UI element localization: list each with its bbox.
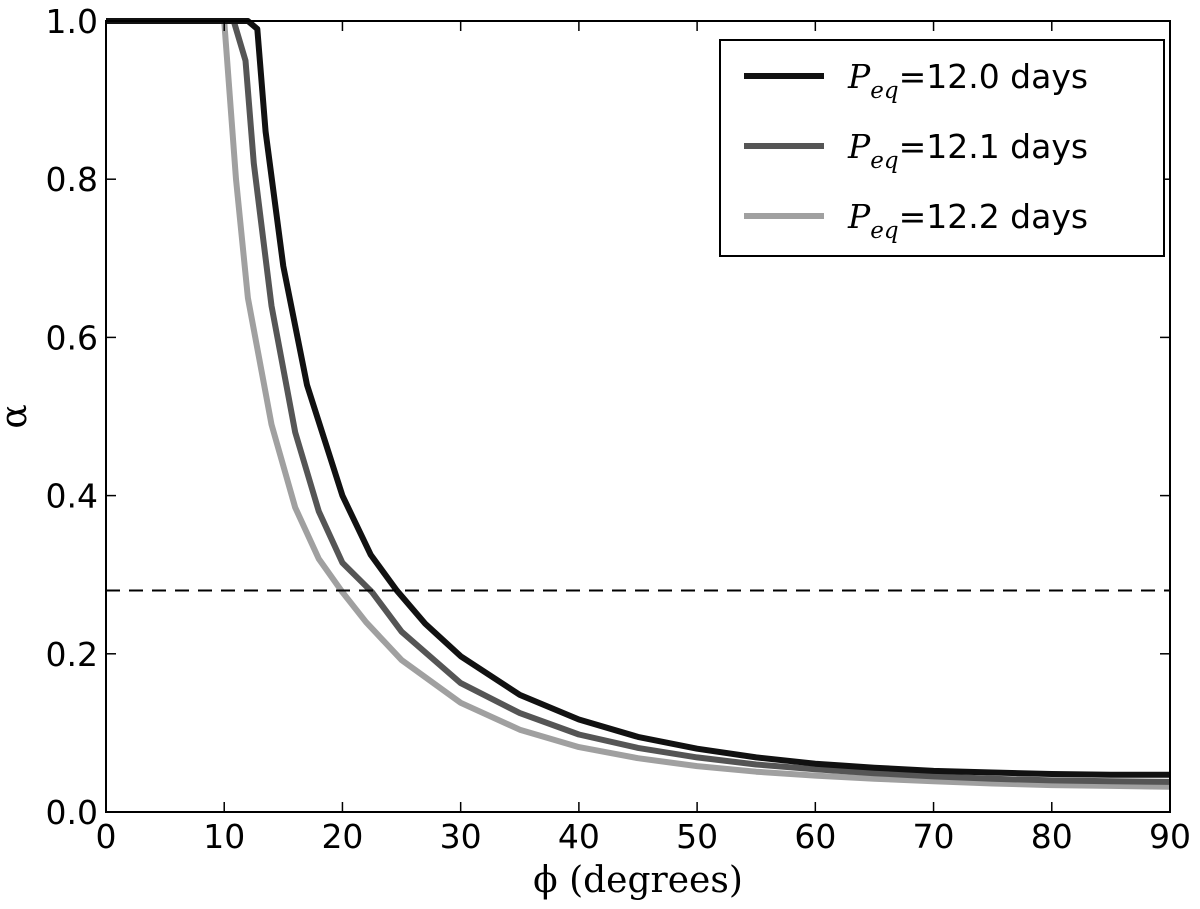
- y-tick-label: 0.6: [46, 318, 98, 357]
- y-tick-label: 1.0: [46, 2, 98, 41]
- series-line-1: [106, 18, 1171, 785]
- x-tick-label: 90: [1149, 817, 1191, 856]
- x-tick-label: 70: [913, 817, 955, 856]
- y-tick-label: 0.8: [46, 160, 98, 199]
- x-tick-labels: 0 10 20 30 40 50 60 70 80 90: [96, 817, 1192, 856]
- y-tick-label: 0.4: [46, 477, 98, 516]
- x-tick-label: 10: [203, 817, 245, 856]
- legend-entry-1: Peq=12.1 days: [847, 127, 1088, 174]
- x-tick-label: 20: [321, 817, 363, 856]
- y-tick-label: 0.2: [46, 635, 98, 674]
- legend-entry-0: Peq=12.0 days: [847, 57, 1088, 104]
- legend-entry-2: Peq=12.2 days: [847, 197, 1088, 244]
- series-line-2: [106, 18, 1171, 790]
- axis-ticks: [105, 20, 1171, 813]
- series-lines: [106, 18, 1171, 790]
- x-tick-label: 0: [96, 817, 117, 856]
- x-tick-label: 60: [794, 817, 836, 856]
- x-axis-label: ϕ (degrees): [533, 860, 743, 901]
- plot-frame: [105, 20, 1171, 813]
- y-axis-label: α: [0, 404, 35, 428]
- x-tick-label: 30: [440, 817, 482, 856]
- y-tick-labels: 0.0 0.2 0.4 0.6 0.8 1.0: [46, 2, 98, 832]
- x-tick-label: 40: [558, 817, 600, 856]
- series-line-0: [106, 18, 1170, 778]
- legend: Peq=12.0 days Peq=12.1 days Peq=12.2 days: [719, 39, 1165, 257]
- x-tick-label: 80: [1031, 817, 1073, 856]
- y-tick-label: 0.0: [46, 793, 98, 832]
- x-tick-label: 50: [676, 817, 718, 856]
